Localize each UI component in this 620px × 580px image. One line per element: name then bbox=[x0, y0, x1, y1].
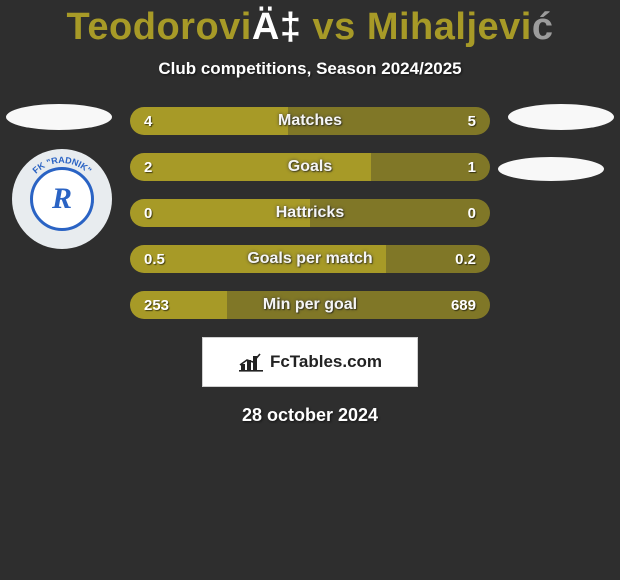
stat-row-goals: 21Goals bbox=[130, 153, 490, 181]
team-left-badge: FK "RADNIK" BIJELJINA 19 45 R bbox=[12, 149, 112, 249]
badge-letter: R bbox=[52, 182, 72, 216]
title-p2: Ä‡ bbox=[252, 6, 302, 48]
stat-label: Matches bbox=[130, 107, 490, 135]
page-title: TeodoroviÄ‡ vs Mihaljević bbox=[0, 0, 620, 49]
title-p1: Teodorovi bbox=[67, 6, 252, 48]
stat-label: Goals per match bbox=[130, 245, 490, 273]
stat-label: Min per goal bbox=[130, 291, 490, 319]
stat-bars: 45Matches 21Goals 00Hattricks 0.50.2Goals p… bbox=[130, 107, 490, 319]
player-right-placeholder bbox=[508, 104, 614, 130]
title-p3: vs Mihaljevi bbox=[301, 6, 531, 48]
team-right-placeholder bbox=[498, 157, 604, 181]
fctables-logo[interactable]: FcTables.com bbox=[202, 337, 418, 387]
stat-row-goals-per-match: 0.50.2Goals per match bbox=[130, 245, 490, 273]
logo-text: FcTables.com bbox=[270, 352, 382, 372]
badge-inner: R bbox=[30, 167, 94, 231]
player-left-placeholder bbox=[6, 104, 112, 130]
bar-chart-icon bbox=[238, 352, 264, 372]
stat-label: Goals bbox=[130, 153, 490, 181]
stat-row-matches: 45Matches bbox=[130, 107, 490, 135]
subtitle: Club competitions, Season 2024/2025 bbox=[0, 59, 620, 79]
stat-label: Hattricks bbox=[130, 199, 490, 227]
stat-row-min-per-goal: 253689Min per goal bbox=[130, 291, 490, 319]
stat-row-hattricks: 00Hattricks bbox=[130, 199, 490, 227]
title-p4: ć bbox=[532, 6, 554, 48]
comparison-stage: FK "RADNIK" BIJELJINA 19 45 R 45Matches 2… bbox=[0, 107, 620, 426]
date: 28 october 2024 bbox=[0, 405, 620, 426]
